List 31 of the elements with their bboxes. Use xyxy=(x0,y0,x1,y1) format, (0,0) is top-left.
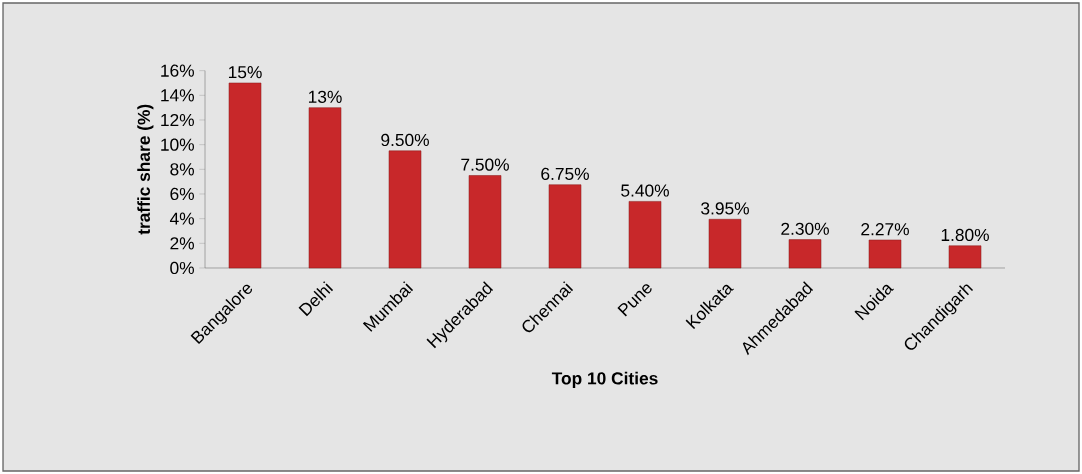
y-tick-label: 12% xyxy=(161,113,194,127)
y-tick-label: 8% xyxy=(170,163,194,176)
bar xyxy=(628,201,662,269)
bar xyxy=(708,219,742,269)
data-label: 3.95% xyxy=(701,202,749,215)
bar xyxy=(788,239,822,269)
bar xyxy=(948,245,982,269)
data-label: 1.80% xyxy=(941,228,989,242)
bar xyxy=(228,82,262,269)
y-tick-label: 6% xyxy=(170,187,194,201)
data-label: 6.75% xyxy=(541,167,589,181)
bar xyxy=(468,175,502,269)
bar xyxy=(308,107,342,269)
y-tick-label: 0% xyxy=(170,261,194,275)
bar xyxy=(868,239,902,269)
bar xyxy=(548,184,582,269)
y-tick-label: 2% xyxy=(170,237,194,250)
data-label: 5.40% xyxy=(621,184,669,197)
bar xyxy=(388,150,422,269)
data-label: 9.50% xyxy=(381,133,429,147)
x-axis-title: Top 10 Cities xyxy=(551,371,658,388)
data-label: 2.30% xyxy=(781,222,829,235)
y-tick-label: 16% xyxy=(161,64,194,77)
y-tick-label: 4% xyxy=(169,212,194,225)
data-label: 15% xyxy=(228,66,262,79)
y-tick-label: 10% xyxy=(161,138,194,151)
y-tick-label: 14% xyxy=(161,89,194,102)
data-label: 13% xyxy=(308,90,342,103)
data-label: 7.50% xyxy=(461,158,509,171)
y-axis-title: traffic share (%) xyxy=(137,104,154,235)
data-label: 2.27% xyxy=(861,223,909,236)
